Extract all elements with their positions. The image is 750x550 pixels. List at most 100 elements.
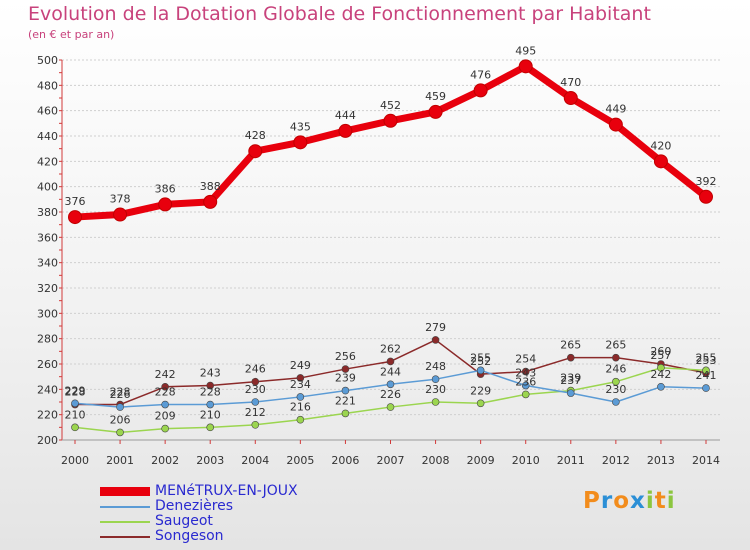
data-point	[161, 382, 169, 391]
data-point	[428, 104, 443, 119]
data-point	[68, 210, 82, 225]
data-label: 388	[200, 180, 221, 193]
y-tick-label: 260	[37, 358, 58, 371]
proxiti-logo: Proxiti	[583, 488, 676, 514]
data-label: 242	[155, 368, 176, 381]
data-point	[296, 374, 305, 382]
data-label: 246	[605, 363, 626, 376]
data-label: 444	[335, 109, 356, 122]
y-tick-label: 440	[37, 130, 58, 143]
data-label: 212	[245, 406, 266, 419]
x-tick-label: 2004	[241, 454, 269, 467]
data-label: 216	[290, 401, 311, 414]
data-label: 209	[155, 410, 176, 423]
data-label: 229	[470, 384, 491, 397]
legend-label-denezieres: Denezières	[155, 498, 234, 514]
data-point	[431, 398, 440, 406]
data-point	[248, 144, 263, 159]
data-point	[206, 423, 215, 432]
data-point	[702, 366, 710, 375]
data-point	[71, 399, 79, 408]
legend-label-saugeot: Saugeot	[155, 513, 213, 529]
data-label: 210	[200, 408, 221, 421]
logo-letter: t	[654, 488, 667, 514]
data-point	[71, 423, 79, 432]
data-point	[521, 390, 530, 399]
data-label: 459	[425, 90, 446, 103]
data-point	[386, 403, 395, 411]
data-point	[338, 123, 353, 138]
x-tick-label: 2014	[692, 454, 720, 467]
y-tick-label: 300	[37, 307, 58, 320]
logo-letter: i	[666, 488, 676, 514]
data-label: 257	[650, 349, 671, 362]
data-label: 210	[65, 408, 86, 421]
data-label: 243	[200, 367, 221, 380]
x-tick-label: 2003	[196, 454, 224, 467]
data-label: 243	[515, 367, 536, 380]
y-tick-label: 220	[37, 409, 58, 422]
data-point	[566, 353, 575, 362]
data-label: 392	[696, 175, 717, 188]
data-point	[251, 398, 260, 406]
legend-swatch-denezieres	[100, 506, 150, 508]
data-label: 239	[560, 372, 581, 385]
data-label: 495	[515, 44, 536, 57]
data-point	[563, 91, 578, 105]
y-tick-label: 240	[37, 383, 58, 396]
data-label: 256	[335, 350, 356, 363]
data-point	[293, 135, 308, 150]
data-point	[657, 382, 665, 391]
y-tick-label: 460	[37, 105, 58, 118]
data-point	[566, 389, 575, 397]
data-point	[341, 386, 350, 395]
data-label: 221	[335, 394, 356, 407]
data-label: 255	[696, 351, 717, 364]
data-point	[296, 393, 305, 401]
data-label: 236	[515, 375, 536, 388]
data-point	[431, 375, 440, 384]
data-label: 265	[560, 339, 581, 352]
data-label: 246	[245, 363, 266, 376]
data-label: 237	[560, 374, 581, 387]
data-point	[206, 400, 215, 409]
data-point	[476, 366, 485, 375]
data-label: 255	[470, 351, 491, 364]
logo-letter: P	[583, 488, 601, 514]
data-point	[612, 353, 620, 362]
data-point	[116, 403, 124, 411]
data-point	[203, 194, 218, 209]
data-point	[383, 113, 398, 128]
data-label: 428	[245, 129, 266, 142]
y-tick-label: 360	[37, 231, 58, 244]
x-tick-label: 2002	[151, 454, 179, 467]
data-label: 452	[380, 99, 401, 112]
data-label: 206	[110, 413, 131, 426]
legend-label-menetrux: MENéTRUX-EN-JOUX	[155, 483, 298, 499]
x-tick-label: 2013	[647, 454, 675, 467]
data-point	[653, 154, 668, 169]
data-label: 234	[290, 378, 311, 391]
data-label: 260	[650, 345, 671, 358]
data-label: 230	[605, 383, 626, 396]
data-label: 226	[110, 388, 131, 401]
x-tick-label: 2005	[286, 454, 314, 467]
data-label: 279	[425, 321, 446, 334]
data-point	[161, 424, 169, 433]
data-point	[476, 399, 485, 408]
data-point	[699, 189, 713, 204]
logo-letter: x	[630, 488, 646, 514]
x-tick-label: 2001	[106, 454, 134, 467]
data-point	[296, 415, 305, 424]
logo-letter: i	[645, 488, 655, 514]
data-point	[206, 381, 215, 390]
y-tick-label: 400	[37, 181, 58, 194]
x-tick-label: 2012	[602, 454, 630, 467]
y-tick-label: 480	[37, 79, 58, 92]
data-point	[657, 363, 665, 372]
y-tick-label: 320	[37, 282, 58, 295]
y-tick-label: 280	[37, 333, 58, 346]
x-tick-label: 2011	[557, 454, 585, 467]
data-label: 435	[290, 120, 311, 133]
